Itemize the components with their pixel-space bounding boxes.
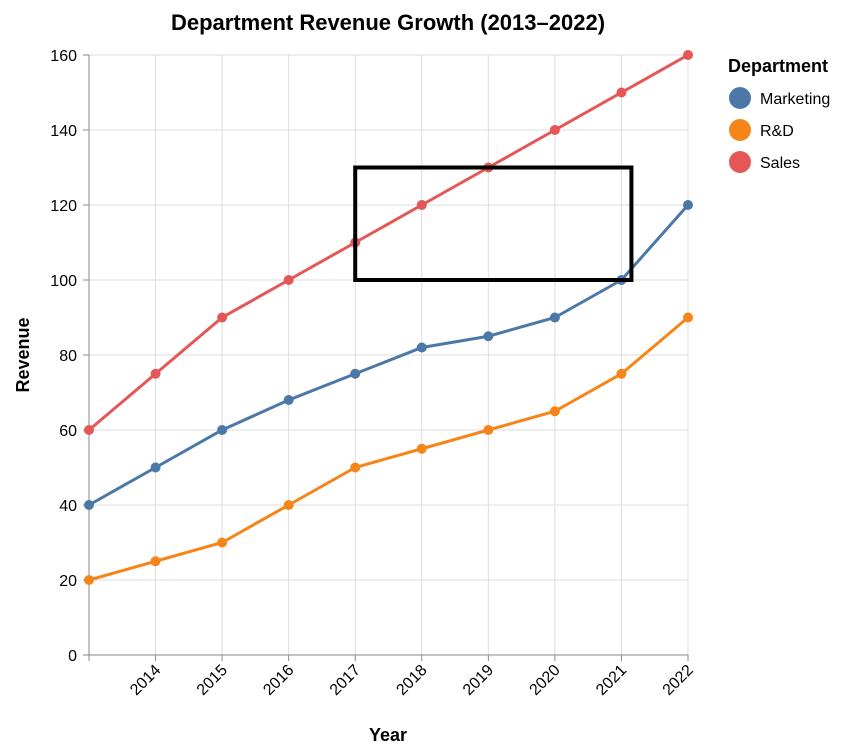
x-tick-label: 2021 (593, 662, 630, 699)
chart-title: Department Revenue Growth (2013–2022) (171, 10, 605, 35)
data-point-r-d (416, 443, 427, 454)
data-point-sales (549, 125, 560, 135)
data-point-sales (217, 312, 228, 323)
legend-swatch-marketing (729, 87, 751, 109)
data-point-sales (416, 200, 427, 210)
x-tick-label: 2016 (260, 662, 297, 699)
legend-swatch-sales (729, 151, 751, 173)
y-axis-title: Revenue (13, 317, 33, 392)
y-tick-label: 80 (59, 348, 77, 365)
x-tick-label: 2018 (393, 662, 430, 699)
data-point-marketing (483, 331, 494, 342)
axes: 0 20 40 60 80 100 120 140 160 2014 2015 2016 2017 201… (50, 48, 697, 699)
legend-label-r-d: R&D (760, 123, 794, 140)
annotation-layer (353, 165, 634, 282)
y-tick-label: 20 (59, 573, 77, 590)
data-point-r-d (616, 368, 627, 379)
legend: Department Marketing R&D Sales (728, 56, 830, 173)
data-point-sales (616, 87, 627, 98)
x-tick-label: 2015 (194, 662, 231, 699)
series-line-r-d (88, 316, 689, 582)
data-point-sales (283, 275, 294, 285)
data-point-r-d (150, 556, 161, 567)
y-tick-label: 100 (50, 273, 77, 290)
series-layer (84, 50, 693, 585)
data-point-r-d (483, 425, 494, 435)
x-tick-label: 2019 (460, 662, 497, 699)
data-point-r-d (84, 575, 94, 585)
data-point-marketing (416, 342, 427, 353)
legend-title: Department (728, 56, 828, 76)
y-tick-label: 60 (59, 423, 77, 440)
data-point-marketing (217, 425, 228, 435)
data-point-r-d (217, 537, 228, 548)
series-line-marketing (88, 204, 690, 507)
data-point-r-d (549, 406, 560, 417)
x-tick-label: 2014 (127, 662, 164, 699)
legend-swatch-r-d (729, 119, 751, 141)
data-point-marketing (150, 462, 161, 473)
gridlines (88, 54, 689, 656)
y-tick-label: 40 (59, 498, 77, 515)
x-tick-label: 2020 (527, 662, 564, 699)
y-tick-label: 160 (50, 48, 77, 65)
data-point-marketing (683, 200, 693, 210)
x-tick-label: 2022 (660, 662, 697, 699)
x-axis-title: Year (369, 725, 407, 745)
x-tick-label: 2017 (327, 662, 364, 699)
series-line-sales (88, 53, 689, 432)
annotation-rectangle (353, 165, 634, 282)
data-point-r-d (683, 312, 693, 323)
data-point-sales (683, 50, 693, 60)
data-point-marketing (283, 395, 294, 405)
data-point-r-d (283, 500, 294, 510)
data-point-marketing (549, 312, 560, 323)
legend-label-sales: Sales (760, 155, 800, 172)
legend-label-marketing: Marketing (760, 91, 830, 108)
data-point-r-d (350, 462, 361, 473)
data-point-sales (84, 425, 94, 435)
data-point-marketing (350, 368, 361, 379)
y-tick-label: 120 (50, 198, 77, 215)
data-point-sales (150, 368, 161, 379)
y-tick-label: 0 (68, 648, 77, 665)
data-point-marketing (84, 500, 94, 510)
y-tick-label: 140 (50, 123, 77, 140)
